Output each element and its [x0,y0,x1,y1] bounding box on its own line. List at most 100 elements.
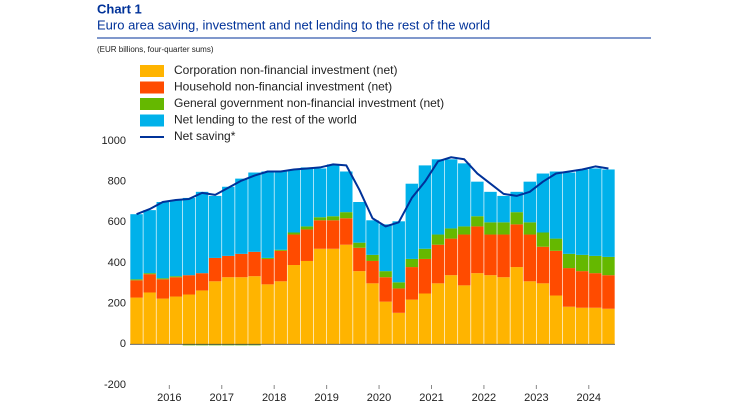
bar-segment [405,183,419,259]
bar-segment [182,294,196,345]
bar-segment [471,226,484,274]
bar-segment [156,278,169,280]
bar-segment [169,276,183,278]
bar-segment [549,295,563,345]
bar-segment [222,186,235,256]
bar-segment [143,210,156,274]
bar-segment [235,277,248,345]
bar-segment [326,216,340,221]
y-tick-label: 1000 [102,135,126,147]
bar-segment [484,234,497,276]
bar-segment [366,220,379,255]
bar-segment [431,283,445,345]
bar-segment [444,275,458,345]
x-tick-label: 2017 [210,392,234,404]
legend-swatch [140,81,164,94]
bar-segment [287,234,301,266]
bar-segment [523,222,537,235]
bar-segment [143,274,156,293]
bar-segment [444,159,458,229]
bar-segment [444,228,458,239]
bar-segment [392,282,405,289]
bar-segment [313,217,327,221]
bar-segment [379,277,392,302]
bar-segment [222,255,235,278]
bar-segment [235,178,248,254]
bar-segment [562,306,576,345]
x-tick-label: 2016 [157,392,181,404]
chart-note: (EUR billions, four-quarter sums) [97,45,214,54]
legend-swatch [140,98,164,110]
x-tick-label: 2019 [314,392,338,404]
bar-segment [340,212,353,219]
bar-segment [471,216,484,227]
bar-segment [418,258,432,294]
bar-segment [287,265,301,345]
x-tick-label: 2021 [419,392,443,404]
bar-segment [549,238,563,251]
bar-segment [300,226,314,230]
bar-segment [261,171,274,258]
bar-segment [156,279,169,299]
bar-segment [523,281,537,345]
bar-segment [510,267,523,345]
bar-segment [248,251,261,277]
bar-segment [313,168,327,218]
bar-segment [497,277,510,345]
bar-segment [418,293,432,345]
bar-segment [143,273,156,275]
bar-segment [208,344,222,346]
bar-segment [313,248,327,345]
bar-segment [562,253,576,269]
bar-segment [510,212,523,225]
bar-segment [182,275,196,295]
bar-segment [287,232,301,235]
bar-segment [458,163,471,227]
bar-segment [261,258,274,285]
bar-segment [458,285,471,345]
bar-segment [392,288,405,313]
bar-segment [392,221,405,283]
bar-segment [222,344,235,346]
bar-segment [208,257,222,282]
bar-segment [300,260,314,345]
bar-segment [497,195,510,223]
bar-segment [418,165,432,249]
bar-segment [169,199,183,277]
bar-segment [340,218,353,245]
bar-segment [510,224,523,268]
x-tick-label: 2022 [472,392,496,404]
bar-segment [130,297,143,345]
bar-segment [576,254,589,272]
bar-segment [169,277,183,297]
bar-segment [300,229,314,261]
bar-segment [366,283,379,345]
bar-segment [562,268,576,307]
x-tick-label: 2020 [367,392,391,404]
y-tick-label: -200 [104,379,126,391]
bar-segment [353,202,366,243]
bar-segment [366,260,379,284]
bar-segment [379,224,392,272]
y-tick-label: 600 [108,216,126,228]
legend-label: Household non-financial investment (net) [174,80,392,94]
bar-segment [195,273,209,291]
bar-segment [326,220,340,249]
bar-segment [130,280,143,298]
bar-segment [431,159,445,235]
bar-segment [549,250,563,296]
bar-segment [313,220,327,249]
bar-segment [195,344,209,346]
bar-segment [261,257,274,259]
bar-segment [353,247,366,272]
bar-segment [576,307,589,345]
legend-label: Net lending to the rest of the world [174,113,357,127]
bar-segment [222,277,235,345]
legend-swatch [140,65,164,77]
bar-segment [562,172,576,254]
bar-segment [471,273,484,345]
bar-segment [300,167,314,227]
bar-segment [195,191,209,274]
bar-segment [208,281,222,345]
bar-segment [589,273,602,308]
